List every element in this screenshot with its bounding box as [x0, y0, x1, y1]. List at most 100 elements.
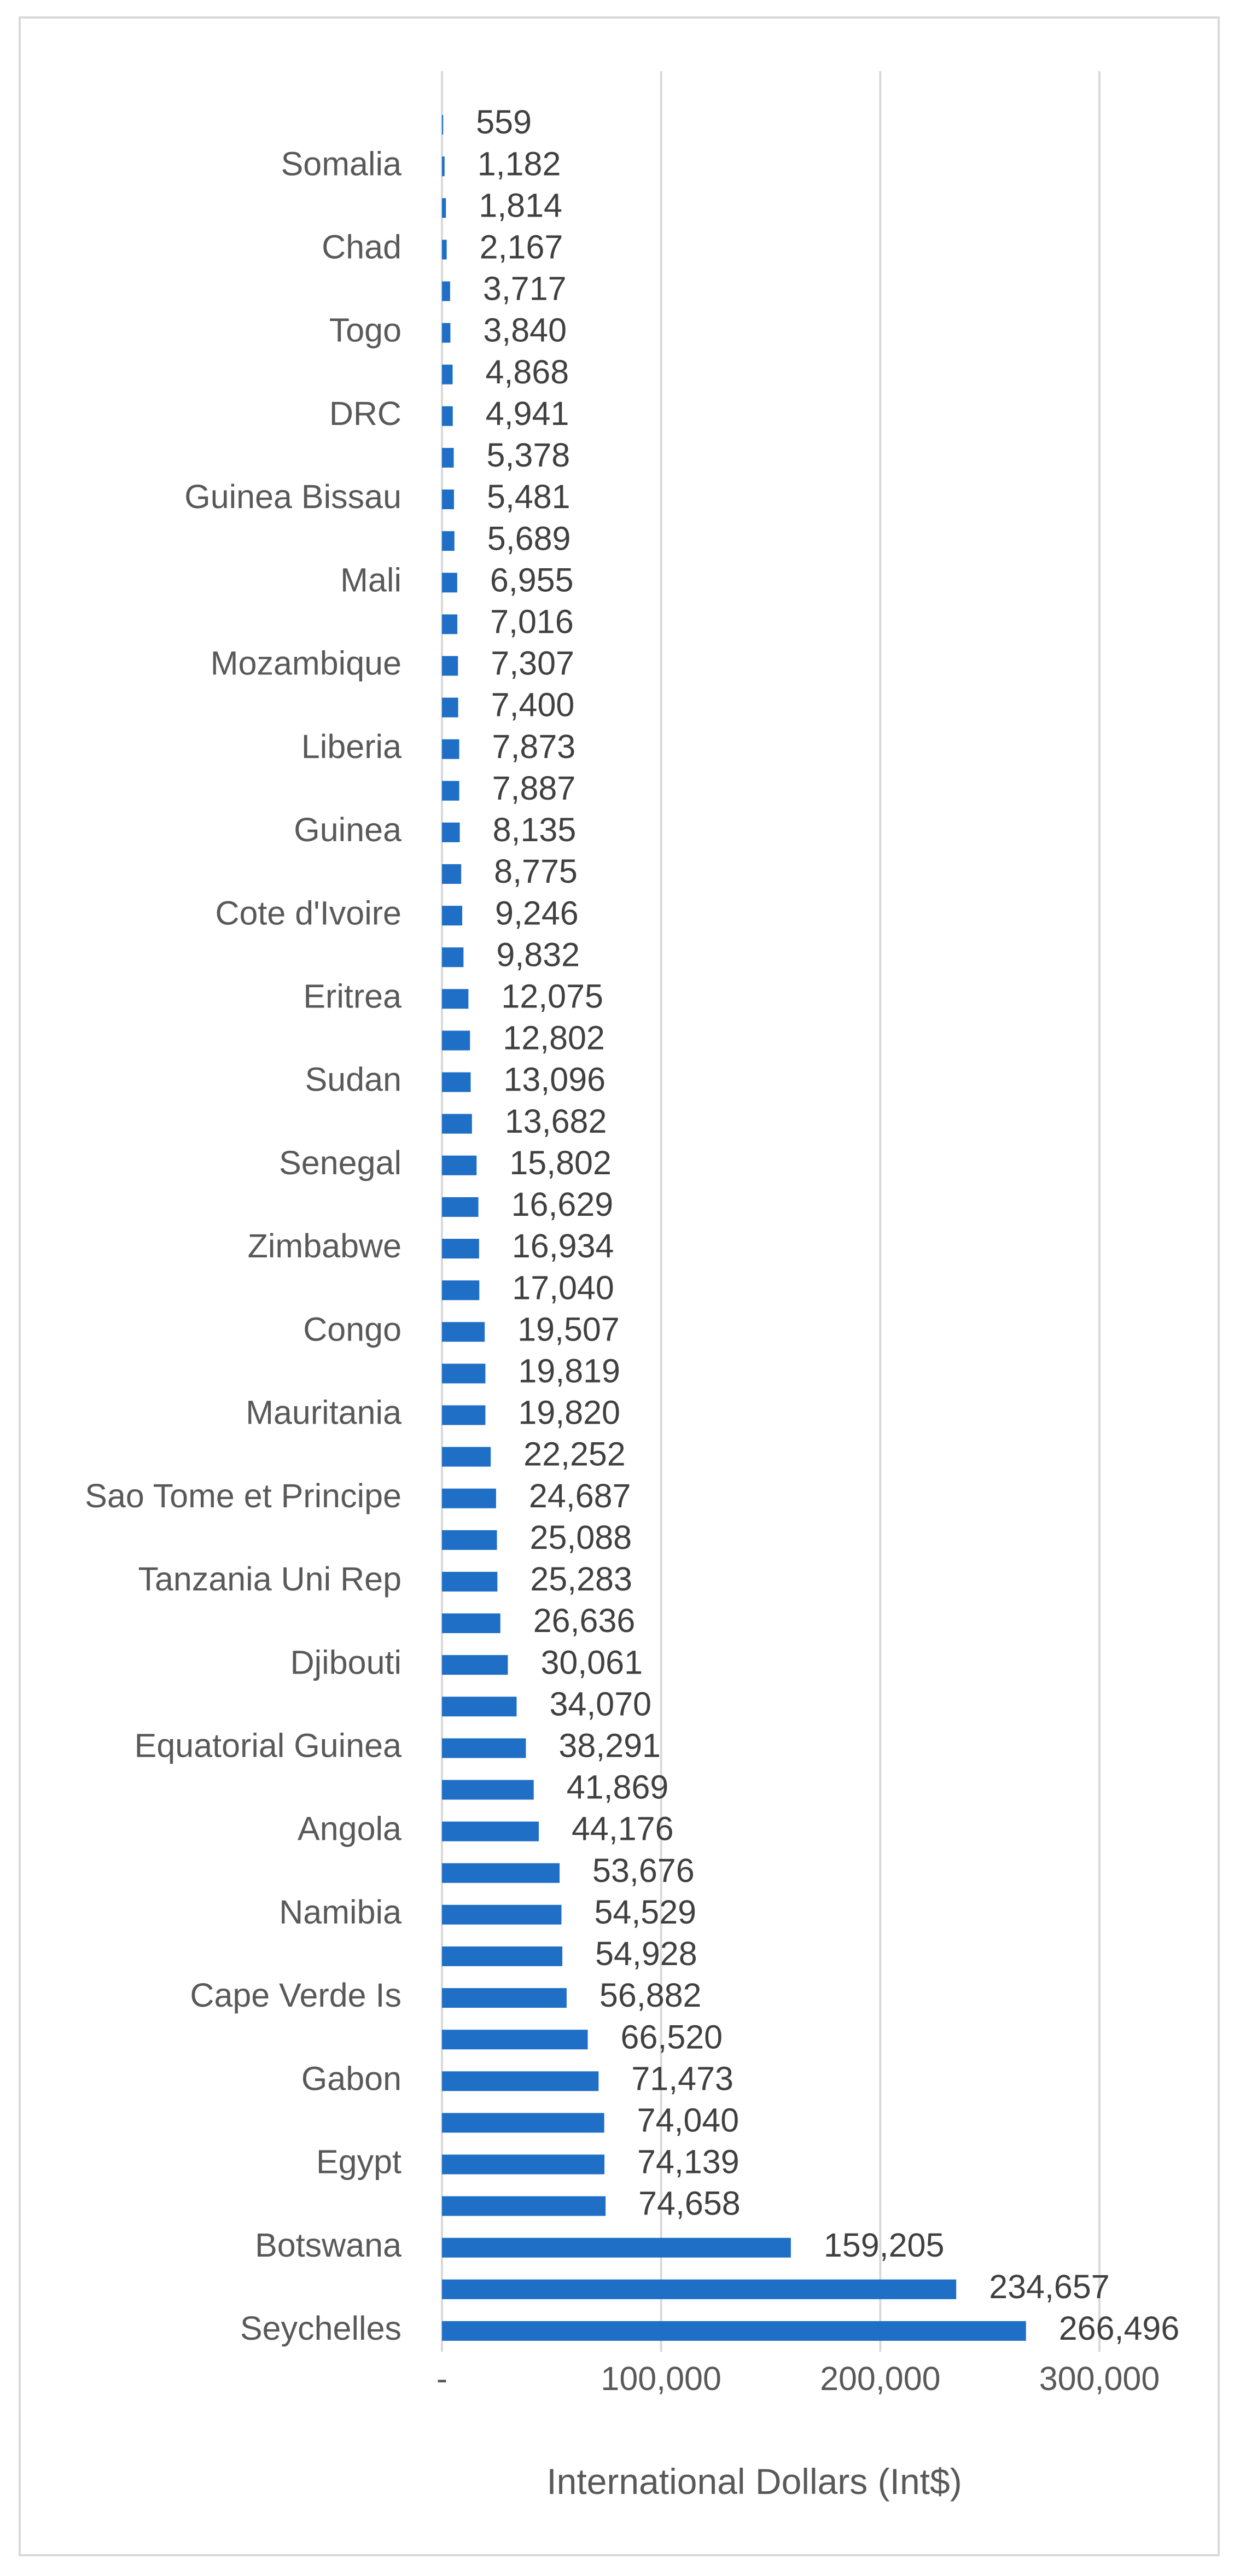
bar — [442, 1697, 517, 1717]
value-label: 56,882 — [599, 1977, 702, 2014]
category-label: Mali — [340, 561, 401, 598]
bar — [442, 1863, 560, 1883]
value-label: 71,473 — [631, 2060, 733, 2097]
category-label: Eritrea — [303, 977, 401, 1015]
value-label: 30,061 — [540, 1643, 643, 1681]
bar — [442, 2113, 604, 2133]
category-label: Zimbabwe — [248, 1227, 401, 1264]
value-label: 74,139 — [637, 2143, 740, 2181]
value-label: 74,040 — [637, 2101, 740, 2138]
x-tick-label: - — [436, 2360, 447, 2397]
value-label: 2,167 — [480, 228, 563, 265]
value-label: 159,205 — [824, 2227, 945, 2264]
value-label: 41,869 — [567, 1769, 669, 1806]
bar — [442, 1322, 485, 1342]
value-labels: 559 1,182 1,814 2,167 3,717 3,840 4,868 4,941 5,… — [476, 103, 1179, 2347]
bars — [442, 115, 1026, 2341]
bar — [442, 1363, 486, 1384]
category-label: Cote d'Ivoire — [215, 894, 401, 931]
category-label: Somalia — [281, 145, 401, 182]
value-label: 5,481 — [487, 478, 570, 515]
bar — [442, 2154, 605, 2175]
bar — [442, 739, 459, 759]
bar — [442, 1114, 472, 1134]
value-label: 16,629 — [511, 1186, 614, 1223]
category-label: Sao Tome et Principe — [85, 1477, 401, 1514]
bar — [442, 2279, 957, 2299]
value-label: 38,291 — [558, 1727, 661, 1764]
bar — [442, 947, 464, 968]
bar — [442, 1613, 500, 1634]
bar — [442, 2321, 1026, 2341]
category-label: Botswana — [255, 2227, 401, 2264]
value-label: 74,658 — [638, 2185, 741, 2222]
value-label: 17,040 — [512, 1269, 614, 1306]
bar — [442, 1239, 479, 1259]
category-label: Namibia — [279, 1893, 401, 1931]
value-label: 34,070 — [550, 1685, 652, 1722]
x-axis-title: International Dollars (Int$) — [546, 2461, 962, 2502]
bar — [442, 1738, 526, 1758]
category-labels: Somalia Chad Togo DRC Guinea Bissau Mali Mozam… — [85, 145, 401, 2347]
category-label: Guinea — [294, 811, 401, 848]
bar — [442, 989, 469, 1009]
value-label: 53,676 — [592, 1852, 695, 1889]
value-label: 4,941 — [486, 395, 569, 432]
value-label: 19,507 — [517, 1310, 620, 1348]
value-label: 7,016 — [490, 603, 574, 640]
category-label: Congo — [303, 1310, 401, 1348]
category-label: Gabon — [301, 2060, 401, 2097]
category-label: DRC — [329, 395, 401, 432]
bar — [442, 1447, 491, 1467]
category-label: Liberia — [301, 728, 401, 765]
value-label: 66,520 — [621, 2018, 723, 2055]
bar — [442, 1197, 479, 1217]
value-label: 22,252 — [523, 1436, 626, 1473]
bar — [442, 2196, 606, 2216]
category-label: Djibouti — [290, 1643, 401, 1681]
value-label: 9,246 — [495, 894, 579, 931]
value-label: 19,819 — [518, 1352, 620, 1389]
bar — [442, 447, 454, 468]
bar — [442, 1780, 534, 1800]
bar — [442, 697, 458, 718]
bar — [442, 2030, 588, 2050]
value-label: 8,135 — [493, 811, 577, 848]
value-label: 7,307 — [491, 645, 574, 682]
bar — [442, 1488, 496, 1508]
category-label: Togo — [329, 312, 401, 349]
bar — [442, 156, 445, 177]
value-label: 8,775 — [494, 853, 578, 890]
category-label: Mauritania — [246, 1394, 401, 1431]
bar — [442, 489, 454, 510]
bar — [442, 531, 455, 551]
category-label: Senegal — [279, 1144, 401, 1181]
x-tick-label: 100,000 — [601, 2360, 721, 2397]
bar — [442, 240, 447, 260]
category-label: Equatorial Guinea — [135, 1727, 401, 1764]
value-label: 25,283 — [530, 1560, 632, 1598]
category-label: Guinea Bissau — [184, 478, 401, 515]
bar — [442, 822, 460, 842]
value-label: 7,873 — [492, 728, 576, 765]
value-label: 1,182 — [478, 145, 561, 182]
category-label: Seychelles — [240, 2310, 401, 2347]
value-label: 4,868 — [486, 353, 569, 391]
category-label: Tanzania Uni Rep — [138, 1560, 401, 1598]
x-tick-label: 200,000 — [820, 2360, 941, 2397]
bar — [442, 614, 458, 634]
bar — [442, 780, 459, 801]
bar — [442, 1655, 508, 1675]
bar — [442, 1280, 480, 1301]
bar — [442, 198, 446, 218]
bar — [442, 1530, 497, 1550]
value-label: 13,096 — [503, 1061, 606, 1098]
bar — [442, 115, 444, 135]
bar — [442, 656, 458, 676]
bar — [442, 1904, 562, 1925]
value-label: 12,075 — [501, 977, 603, 1015]
value-label: 9,832 — [496, 936, 580, 973]
bar — [442, 1155, 477, 1175]
bar — [442, 323, 451, 343]
